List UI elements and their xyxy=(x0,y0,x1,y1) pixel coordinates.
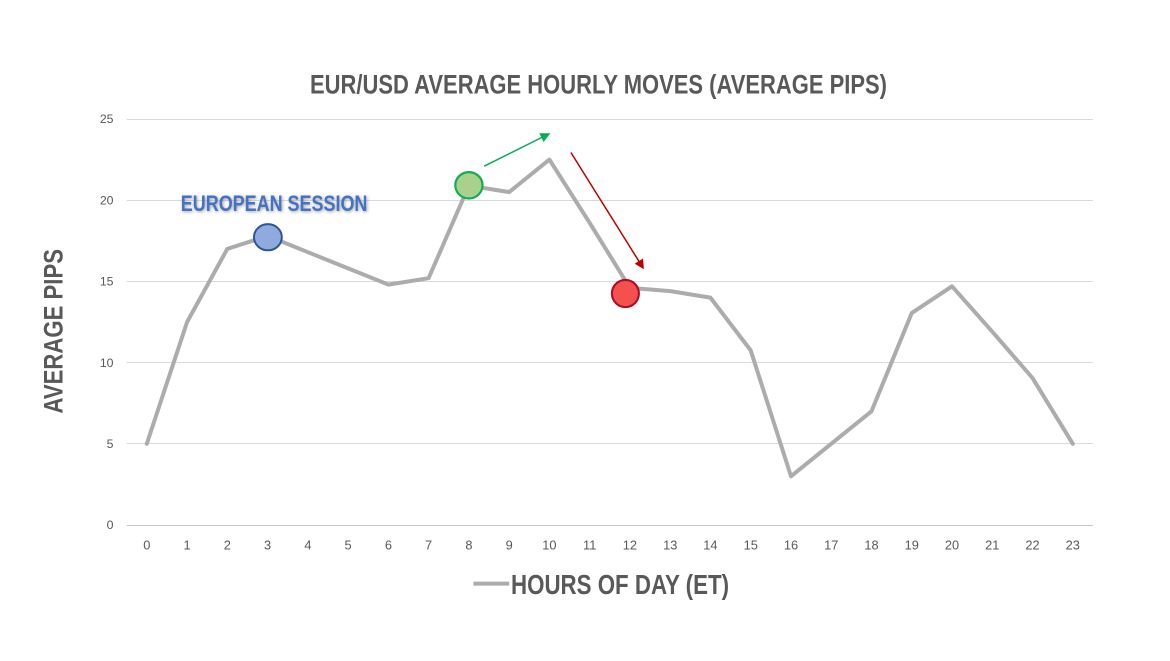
svg-text:23: 23 xyxy=(1066,538,1080,553)
svg-text:1: 1 xyxy=(184,538,191,553)
svg-text:3: 3 xyxy=(264,538,271,553)
svg-text:25: 25 xyxy=(100,112,114,126)
svg-text:AVERAGE PIPS: AVERAGE PIPS xyxy=(38,249,68,414)
svg-text:5: 5 xyxy=(345,538,352,553)
svg-text:13: 13 xyxy=(663,538,677,553)
svg-text:HOURS OF DAY (ET): HOURS OF DAY (ET) xyxy=(511,569,729,600)
svg-text:14: 14 xyxy=(703,538,717,553)
svg-text:16: 16 xyxy=(784,538,798,553)
svg-text:7: 7 xyxy=(425,538,432,553)
svg-text:10: 10 xyxy=(100,356,114,370)
svg-text:8: 8 xyxy=(465,538,472,553)
svg-text:12: 12 xyxy=(623,538,637,553)
svg-text:15: 15 xyxy=(744,538,758,553)
svg-text:EUROPEAN SESSION: EUROPEAN SESSION xyxy=(181,191,368,216)
svg-text:17: 17 xyxy=(824,538,838,553)
svg-text:18: 18 xyxy=(864,538,878,553)
svg-text:0: 0 xyxy=(107,518,114,532)
svg-text:10: 10 xyxy=(542,538,556,553)
svg-text:2: 2 xyxy=(224,538,231,553)
svg-text:5: 5 xyxy=(107,437,114,451)
svg-text:11: 11 xyxy=(583,538,596,553)
svg-text:19: 19 xyxy=(905,538,919,553)
svg-text:15: 15 xyxy=(100,275,114,289)
svg-text:22: 22 xyxy=(1025,538,1039,553)
svg-text:20: 20 xyxy=(945,538,959,553)
svg-text:21: 21 xyxy=(985,538,999,553)
svg-text:0: 0 xyxy=(143,538,150,553)
svg-text:6: 6 xyxy=(385,538,392,553)
svg-text:20: 20 xyxy=(100,193,114,207)
svg-text:4: 4 xyxy=(304,538,311,553)
svg-text:EUR/USD AVERAGE HOURLY MOVES (: EUR/USD AVERAGE HOURLY MOVES (AVERAGE PI… xyxy=(310,70,887,100)
svg-text:9: 9 xyxy=(506,538,513,553)
